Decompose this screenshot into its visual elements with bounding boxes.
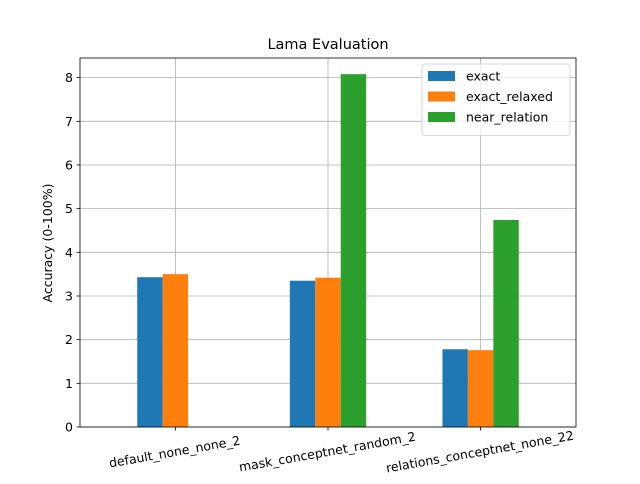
y-tick-label: 4	[65, 245, 73, 260]
x-axis: default_none_none_2mask_conceptnet_rando…	[108, 427, 575, 475]
x-tick-label: default_none_none_2	[108, 433, 242, 471]
y-tick-label: 2	[65, 332, 73, 347]
bars	[137, 74, 519, 427]
legend: exact exact_relaxed near_relation	[421, 63, 571, 136]
y-tick-label: 3	[65, 288, 73, 303]
bar-exact-relaxed	[315, 277, 341, 427]
bar-exact	[442, 349, 468, 427]
legend-label: near_relation	[466, 110, 548, 125]
bar-exact-relaxed	[467, 350, 494, 427]
legend-swatch	[428, 71, 455, 81]
y-tick-label: 8	[65, 70, 73, 85]
y-tick-label: 5	[65, 201, 73, 216]
legend-swatch	[428, 91, 455, 102]
legend-box	[421, 63, 571, 136]
legend-label: exact_relaxed	[466, 89, 553, 104]
bar-near-relation	[493, 220, 519, 427]
y-tick-label: 1	[65, 376, 73, 391]
y-tick-label: 7	[65, 114, 73, 129]
legend-swatch	[428, 112, 455, 122]
y-tick-label: 6	[65, 157, 73, 172]
bar-near-relation	[340, 74, 367, 427]
y-axis-label: Accuracy (0-100%)	[40, 184, 55, 303]
legend-label: exact	[466, 69, 500, 84]
chart-title: Lama Evaluation	[267, 37, 388, 53]
y-tick-label: 0	[65, 420, 73, 435]
y-axis: 0 1 2 3 4 5 6 7 8	[65, 70, 80, 435]
bar-exact-relaxed	[162, 274, 189, 427]
bar-exact	[137, 277, 163, 427]
bar-exact	[289, 280, 316, 427]
